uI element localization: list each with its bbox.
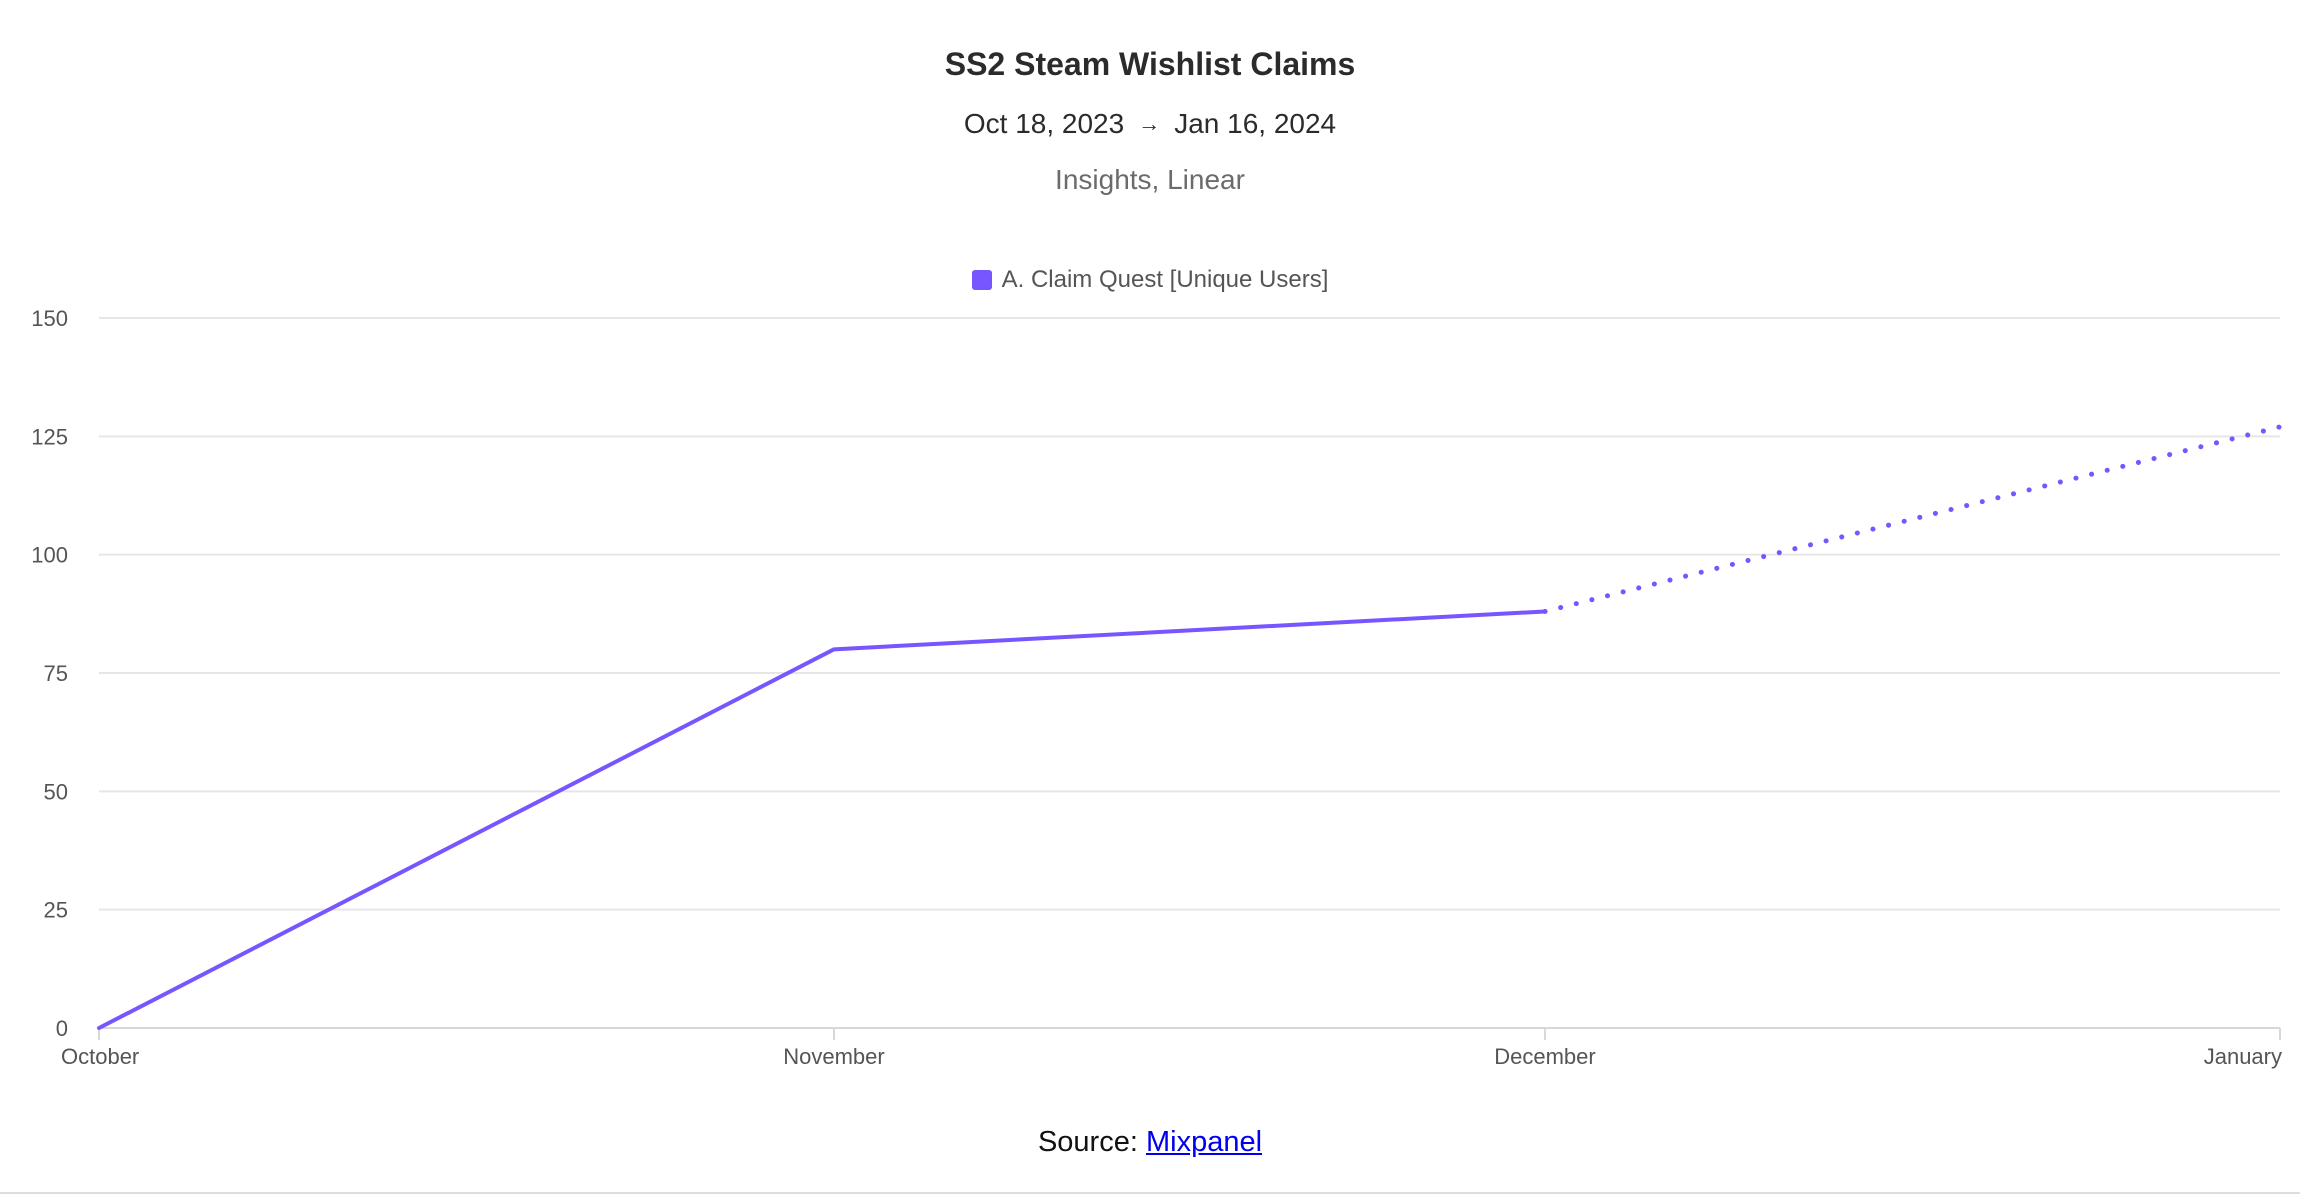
y-tick-label: 25 xyxy=(44,898,68,923)
source-link[interactable]: Mixpanel xyxy=(1145,1126,1263,1158)
series-line-solid xyxy=(97,609,1547,1030)
x-tick-label: January xyxy=(2204,1044,2282,1069)
y-tick-label: 125 xyxy=(31,424,68,449)
chart-title: SS2 Steam Wishlist Claims xyxy=(944,46,1356,82)
legend-swatch xyxy=(971,270,992,290)
y-tick-label: 150 xyxy=(31,306,68,331)
date-range: Oct 18, 2023 → Jan 16, 2024 xyxy=(0,108,2300,140)
legend[interactable]: A. Claim Quest [Unique Users] xyxy=(0,266,2300,294)
source-label: Source: xyxy=(1037,1126,1138,1158)
y-tick-label: 50 xyxy=(44,779,68,804)
grid-lines xyxy=(99,317,2280,1029)
x-tick-label: December xyxy=(1494,1044,1595,1069)
arrow-right-icon: → xyxy=(1138,111,1161,136)
series-lines xyxy=(97,424,2283,1030)
legend-label: A. Claim Quest [Unique Users] xyxy=(1001,266,1329,293)
date-range-end: Jan 16, 2024 xyxy=(1174,108,1337,139)
x-axis-ticks: October November December January xyxy=(61,1028,2282,1069)
y-tick-label: 100 xyxy=(31,543,68,568)
y-tick-label: 75 xyxy=(44,661,68,686)
y-axis-ticks: 0 25 50 75 100 125 150 xyxy=(31,306,68,1041)
bottom-divider xyxy=(0,1192,2300,1194)
y-tick-label: 0 xyxy=(56,1016,68,1041)
date-range-start: Oct 18, 2023 xyxy=(963,108,1125,139)
x-tick-label: October xyxy=(61,1044,139,1069)
chart-subtitle: Insights, Linear xyxy=(1055,164,1245,195)
source-attribution: Source: Mixpanel xyxy=(0,1126,2300,1159)
series-line-incomplete xyxy=(1542,424,2283,614)
x-tick-label: November xyxy=(783,1044,884,1069)
